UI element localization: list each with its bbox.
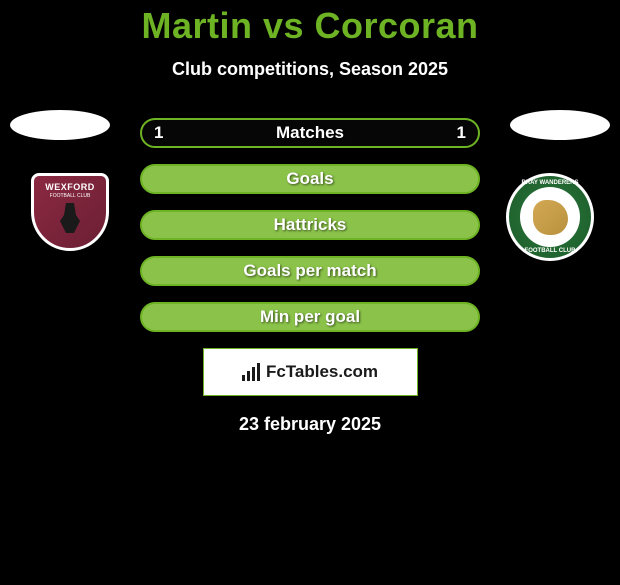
team-badge-right: BRAY WANDERERS FOOTBALL CLUB [500, 173, 600, 273]
stat-row-matches: 1 Matches 1 [140, 118, 480, 148]
bray-swan-icon [533, 200, 568, 235]
stats-area: 1 Matches 1 Goals Hattricks Goals per ma… [140, 118, 480, 332]
chart-bar-icon [242, 375, 245, 381]
stat-value-right: 1 [457, 123, 466, 143]
wexford-badge-text: WEXFORD [45, 182, 95, 192]
wexford-badge-icon: WEXFORD FOOTBALL CLUB [31, 173, 109, 251]
stat-label: Hattricks [274, 215, 347, 235]
comparison-widget: Martin vs Corcoran Club competitions, Se… [0, 5, 620, 435]
footer-date: 23 february 2025 [0, 414, 620, 435]
stat-row-goals: Goals [140, 164, 480, 194]
page-title: Martin vs Corcoran [0, 5, 620, 47]
stat-label: Goals [286, 169, 333, 189]
stat-row-goals-per-match: Goals per match [140, 256, 480, 286]
bray-badge-icon: BRAY WANDERERS FOOTBALL CLUB [506, 173, 594, 261]
wexford-player-icon [60, 203, 80, 233]
wexford-badge-subtext: FOOTBALL CLUB [50, 193, 91, 199]
chart-icon [242, 363, 260, 381]
branding-text: FcTables.com [266, 362, 378, 382]
stat-row-min-per-goal: Min per goal [140, 302, 480, 332]
stat-label: Min per goal [260, 307, 360, 327]
main-area: WEXFORD FOOTBALL CLUB BRAY WANDERERS FOO… [0, 118, 620, 435]
bray-badge-text-top: BRAY WANDERERS [521, 180, 578, 186]
subtitle: Club competitions, Season 2025 [0, 59, 620, 80]
stat-label: Matches [276, 123, 344, 143]
stat-value-left: 1 [154, 123, 163, 143]
chart-bar-icon [252, 367, 255, 381]
chart-bar-icon [257, 363, 260, 381]
chart-bar-icon [247, 371, 250, 381]
team-badge-left: WEXFORD FOOTBALL CLUB [20, 173, 120, 273]
stat-row-hattricks: Hattricks [140, 210, 480, 240]
stat-label: Goals per match [243, 261, 376, 281]
bray-badge-inner [520, 187, 580, 247]
player-avatar-left [10, 110, 110, 140]
bray-badge-text-bottom: FOOTBALL CLUB [525, 248, 576, 254]
player-avatar-right [510, 110, 610, 140]
branding-box[interactable]: FcTables.com [203, 348, 418, 396]
